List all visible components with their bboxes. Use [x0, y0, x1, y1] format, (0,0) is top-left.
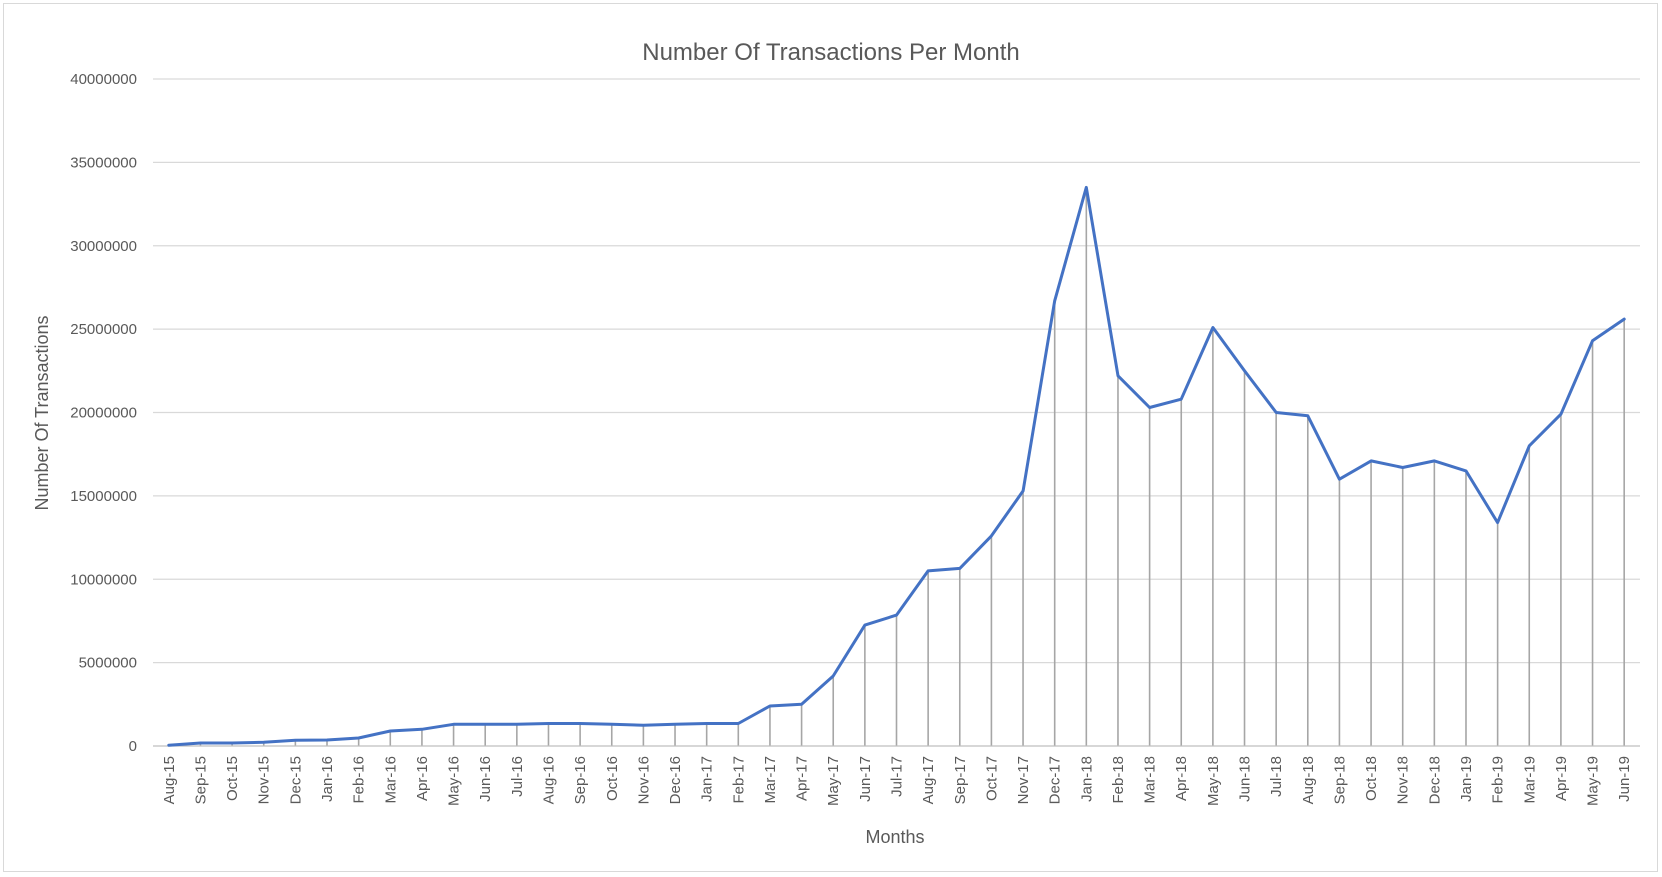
x-tick-label: Dec-15	[287, 756, 304, 804]
x-tick-label: Jun-16	[477, 756, 494, 802]
x-tick-label: Nov-16	[635, 756, 652, 804]
x-tick-label: Jul-16	[509, 756, 526, 797]
y-axis-title: Number Of Transactions	[32, 315, 52, 510]
x-tick-label: Dec-16	[667, 756, 684, 804]
x-tick-label: Apr-19	[1553, 756, 1570, 801]
x-tick-label: Mar-19	[1521, 756, 1538, 804]
chart-title: Number Of Transactions Per Month	[642, 39, 1019, 66]
x-tick-label: Feb-19	[1490, 756, 1507, 804]
y-tick-label: 15000000	[70, 488, 137, 505]
x-tick-label: Oct-15	[224, 756, 241, 801]
x-tick-label: Mar-18	[1142, 756, 1159, 804]
x-tick-label: Aug-17	[920, 756, 937, 804]
x-tick-label: Nov-18	[1395, 756, 1412, 804]
x-tick-label: Dec-18	[1426, 756, 1443, 804]
x-tick-label: Aug-15	[161, 756, 178, 804]
x-tick-label: Jan-16	[319, 756, 336, 802]
y-tick-label: 10000000	[70, 571, 137, 588]
x-tick-label: Nov-15	[256, 756, 273, 804]
x-tick-label: Sep-17	[952, 756, 969, 804]
x-tick-label: Apr-16	[414, 756, 431, 801]
x-tick-label: Feb-18	[1110, 756, 1127, 804]
x-tick-label: May-18	[1205, 756, 1222, 806]
x-tick-label: Jul-17	[889, 756, 906, 797]
y-tick-label: 25000000	[70, 321, 137, 338]
x-tick-label: Nov-17	[1015, 756, 1032, 804]
x-tick-label: Jun-19	[1616, 756, 1633, 802]
chart-frame	[3, 3, 1658, 872]
x-tick-label: Jan-17	[699, 756, 716, 802]
y-tick-label: 30000000	[70, 238, 137, 255]
x-tick-label: Jul-18	[1268, 756, 1285, 797]
x-tick-label: Jan-18	[1078, 756, 1095, 802]
y-tick-label: 20000000	[70, 405, 137, 422]
x-tick-label: Mar-16	[382, 756, 399, 804]
x-tick-label: Aug-18	[1300, 756, 1317, 804]
x-tick-label: Apr-17	[794, 756, 811, 801]
gridlines	[153, 78, 1640, 664]
x-tick-label: Oct-16	[604, 756, 621, 801]
x-tick-label: Sep-16	[572, 756, 589, 804]
x-tick-label: Aug-16	[541, 756, 558, 804]
x-tick-label: Dec-17	[1047, 756, 1064, 804]
x-axis-title: Months	[865, 827, 924, 847]
x-tick-label: Mar-17	[762, 756, 779, 804]
x-tick-label: Oct-17	[983, 756, 1000, 801]
x-tick-label: Sep-15	[193, 756, 210, 804]
series-line	[167, 185, 1626, 747]
x-tick-label: Feb-16	[351, 756, 368, 804]
x-tick-label: May-17	[825, 756, 842, 806]
x-tick-label: Apr-18	[1173, 756, 1190, 801]
x-tick-label: Jun-17	[857, 756, 874, 802]
y-tick-label: 35000000	[70, 154, 137, 171]
x-tick-label: Sep-18	[1331, 756, 1348, 804]
x-tick-label: May-16	[446, 756, 463, 806]
x-tick-label: Jan-19	[1458, 756, 1475, 802]
y-tick-label: 40000000	[70, 71, 137, 88]
x-tick-label: May-19	[1585, 756, 1602, 806]
drop-lines	[168, 187, 1625, 746]
x-axis-ticks: Aug-15 Sep-15 Oct-15 Nov-15 Dec-15 Jan-16 Feb-…	[161, 756, 1633, 806]
x-tick-label: Oct-18	[1363, 756, 1380, 801]
y-tick-label: 5000000	[79, 655, 137, 672]
y-tick-label: 0	[129, 738, 137, 755]
y-axis-ticks: 0 5000000 10000000 15000000 20000000 25000000…	[70, 71, 137, 755]
x-tick-label: Feb-17	[730, 756, 747, 804]
x-tick-label: Jun-18	[1237, 756, 1254, 802]
